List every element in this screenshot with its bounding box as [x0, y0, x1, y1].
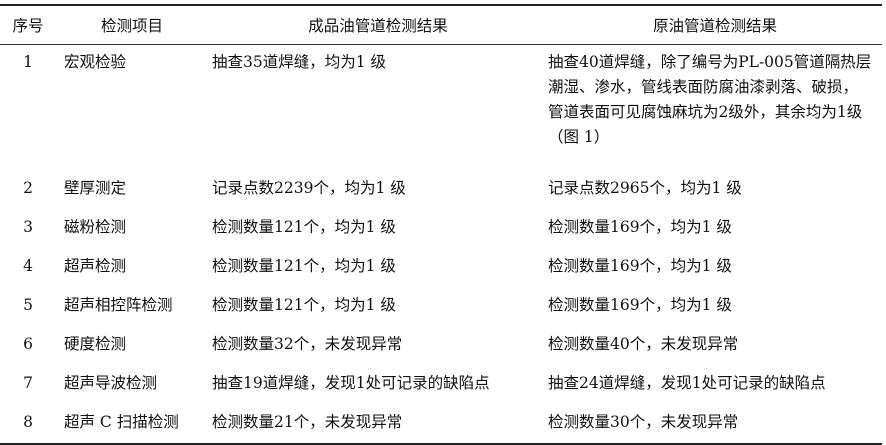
header-crude-oil: 原油管道检测结果	[652, 17, 777, 35]
row-crude-oil-result: 检测数量169个，均为1 级	[548, 218, 732, 236]
row-number: 7	[23, 374, 33, 392]
row-item: 超声检测	[64, 257, 127, 275]
table-row: 4 超声检测 检测数量121个，均为1 级 检测数量169个，均为1 级	[0, 248, 882, 287]
row-item: 超声相控阵检测	[64, 296, 173, 314]
header-item: 检测项目	[100, 17, 163, 35]
row-item: 壁厚测定	[64, 179, 127, 197]
row-product-oil-result: 检测数量121个，均为1 级	[212, 218, 396, 236]
row-product-oil-result: 检测数量121个，均为1 级	[212, 257, 396, 275]
table-row: 7 超声导波检测 抽查19道焊缝，发现1处可记录的缺陷点 抽查24道焊缝，发现1处可记…	[0, 365, 882, 404]
row-number: 6	[23, 335, 33, 353]
row-product-oil-result: 抽查35道焊缝，均为1 级	[212, 53, 387, 71]
row-crude-oil-result: 检测数量40个，未发现异常	[548, 335, 739, 353]
header-no: 序号	[12, 17, 44, 35]
row-item: 超声 C 扫描检测	[64, 413, 179, 431]
table-row: 6 硬度检测 检测数量32个，未发现异常 检测数量40个，未发现异常	[0, 326, 882, 365]
row-crude-oil-result: 抽查40道焊缝，除了编号为PL-005管道隔热层潮湿、渗水，管线表面防腐油漆剥落…	[548, 53, 872, 146]
row-item: 磁粉检测	[64, 218, 127, 236]
row-product-oil-result: 记录点数2239个，均为1 级	[212, 179, 406, 197]
row-product-oil-result: 检测数量121个，均为1 级	[212, 296, 396, 314]
row-number: 2	[23, 179, 33, 197]
row-crude-oil-result: 检测数量169个，均为1 级	[548, 257, 732, 275]
table-row: 2 壁厚测定 记录点数2239个，均为1 级 记录点数2965个，均为1 级	[0, 170, 882, 209]
table-row: 1 宏观检验 抽查35道焊缝，均为1 级 抽查40道焊缝，除了编号为PL-005管道隔…	[0, 45, 882, 171]
table-row: 3 磁粉检测 检测数量121个，均为1 级 检测数量169个，均为1 级	[0, 209, 882, 248]
row-product-oil-result: 检测数量32个，未发现异常	[212, 335, 403, 353]
row-number: 5	[23, 296, 33, 314]
header-row: 序号 检测项目 成品油管道检测结果 原油管道检测结果	[0, 5, 882, 45]
header-product-oil: 成品油管道检测结果	[308, 17, 448, 35]
row-number: 1	[23, 53, 33, 71]
row-crude-oil-result: 检测数量169个，均为1 级	[548, 296, 732, 314]
inspection-results-table: 序号 检测项目 成品油管道检测结果 原油管道检测结果 1 宏观检验 抽查35道焊缝，…	[0, 4, 882, 445]
row-product-oil-result: 检测数量21个，未发现异常	[212, 413, 403, 431]
row-product-oil-result: 抽查19道焊缝，发现1处可记录的缺陷点	[212, 374, 490, 392]
row-item: 超声导波检测	[64, 374, 158, 392]
table-row: 8 超声 C 扫描检测 检测数量21个，未发现异常 检测数量30个，未发现异常	[0, 404, 882, 444]
row-number: 8	[23, 413, 33, 431]
row-crude-oil-result: 检测数量30个，未发现异常	[548, 413, 739, 431]
row-item: 宏观检验	[64, 53, 127, 71]
row-item: 硬度检测	[64, 335, 127, 353]
row-crude-oil-result: 抽查24道焊缝，发现1处可记录的缺陷点	[548, 374, 826, 392]
row-crude-oil-result: 记录点数2965个，均为1 级	[548, 179, 742, 197]
row-number: 3	[23, 218, 33, 236]
row-number: 4	[23, 257, 33, 275]
table-row: 5 超声相控阵检测 检测数量121个，均为1 级 检测数量169个，均为1 级	[0, 287, 882, 326]
